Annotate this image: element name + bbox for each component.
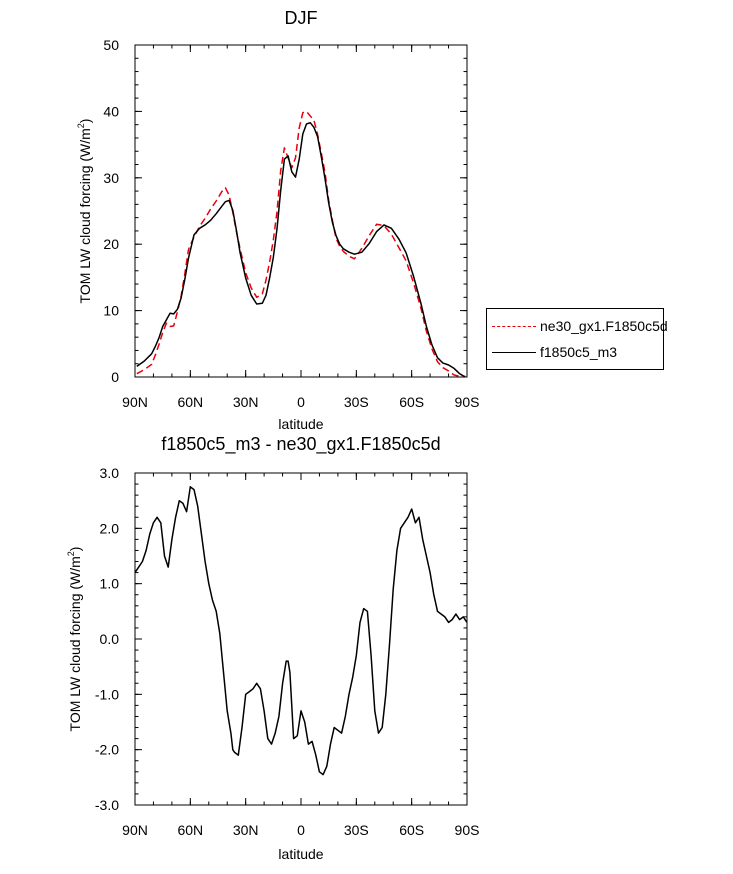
bottom-panel: f1850c5_m3 - ne30_gx1.F1850c5d -3.0-2.0-… <box>66 434 479 862</box>
top-y-axis-label: TOM LW cloud forcing (W/m2) <box>76 119 93 304</box>
x-tick-label: 30N <box>233 394 259 410</box>
legend-label-ne30: ne30_gx1.F1850c5d <box>540 318 668 334</box>
legend-swatch-f1850 <box>492 352 536 353</box>
x-tick-label: 0 <box>297 822 305 838</box>
y-tick-label: 2.0 <box>100 520 120 536</box>
series-line-difference <box>134 486 468 776</box>
top-minor-ticks <box>134 44 468 378</box>
y-tick-label: 0.0 <box>100 631 120 647</box>
bottom-title: f1850c5_m3 - ne30_gx1.F1850c5d <box>161 434 440 455</box>
y-tick-label: 1.0 <box>100 576 120 592</box>
x-tick-label: 0 <box>297 394 305 410</box>
top-y-axis-label-sup: 2 <box>76 123 86 128</box>
bottom-y-ticks: -3.0 -2.0 -1.0 0.0 1.0 2.0 3.0 <box>95 465 467 813</box>
series-line-f1850 <box>136 121 466 378</box>
bottom-x-ticks: 90N 60N 30N 0 30S 60S 90S <box>122 473 479 838</box>
y-tick-label: 10 <box>103 303 119 319</box>
x-tick-label: 60N <box>177 822 203 838</box>
x-tick-label: 90N <box>122 394 148 410</box>
legend: ne30_gx1.F1850c5d f1850c5_m3 <box>486 308 668 370</box>
legend-swatch-ne30 <box>492 326 536 327</box>
x-tick-label: 30S <box>344 394 369 410</box>
legend-item-ne30: ne30_gx1.F1850c5d <box>487 315 668 339</box>
bottom-y-axis-label-tail: ) <box>67 547 83 552</box>
top-series <box>136 110 466 378</box>
top-x-ticks: 90N 60N 30N 0 30S 60S 90S <box>122 45 479 410</box>
bottom-y-axis-label: TOM LW cloud forcing (W/m2) <box>66 547 83 732</box>
y-tick-label: -1.0 <box>95 686 119 702</box>
top-y-axis-label-tail: ) <box>77 119 93 124</box>
x-tick-label: 60S <box>399 394 424 410</box>
top-plot-frame <box>134 44 468 378</box>
y-tick-label: 20 <box>103 236 119 252</box>
x-tick-label: 90S <box>455 822 480 838</box>
top-title: DJF <box>285 8 318 28</box>
y-tick-label: 0 <box>111 369 119 385</box>
bottom-x-axis-label: latitude <box>278 846 323 862</box>
y-tick-label: 3.0 <box>100 465 120 481</box>
y-tick-label: 50 <box>103 37 119 53</box>
y-tick-label: 40 <box>103 103 119 119</box>
bottom-y-axis-label-sup: 2 <box>66 551 76 556</box>
top-panel: DJF 0 10 20 30 40 50 90N 60N 30N 0 30S 60S 90S lati… <box>76 8 479 432</box>
x-tick-label: 90N <box>122 822 148 838</box>
x-tick-label: 60N <box>177 394 203 410</box>
y-tick-label: -3.0 <box>95 797 119 813</box>
legend-label-f1850: f1850c5_m3 <box>540 344 618 360</box>
bottom-series <box>134 486 468 776</box>
top-y-ticks: 0 10 20 30 40 50 <box>103 37 467 385</box>
legend-item-f1850: f1850c5_m3 <box>487 341 665 365</box>
x-tick-label: 30S <box>344 822 369 838</box>
bottom-plot-frame <box>134 472 468 806</box>
x-tick-label: 60S <box>399 822 424 838</box>
x-tick-label: 30N <box>233 822 259 838</box>
top-x-axis-label: latitude <box>278 416 323 432</box>
top-y-axis-label-main: TOM LW cloud forcing (W/m <box>77 128 93 303</box>
bottom-y-axis-label-main: TOM LW cloud forcing (W/m <box>67 556 83 731</box>
y-tick-label: -2.0 <box>95 742 119 758</box>
y-tick-label: 30 <box>103 170 119 186</box>
bottom-minor-ticks <box>134 472 468 806</box>
x-tick-label: 90S <box>455 394 480 410</box>
